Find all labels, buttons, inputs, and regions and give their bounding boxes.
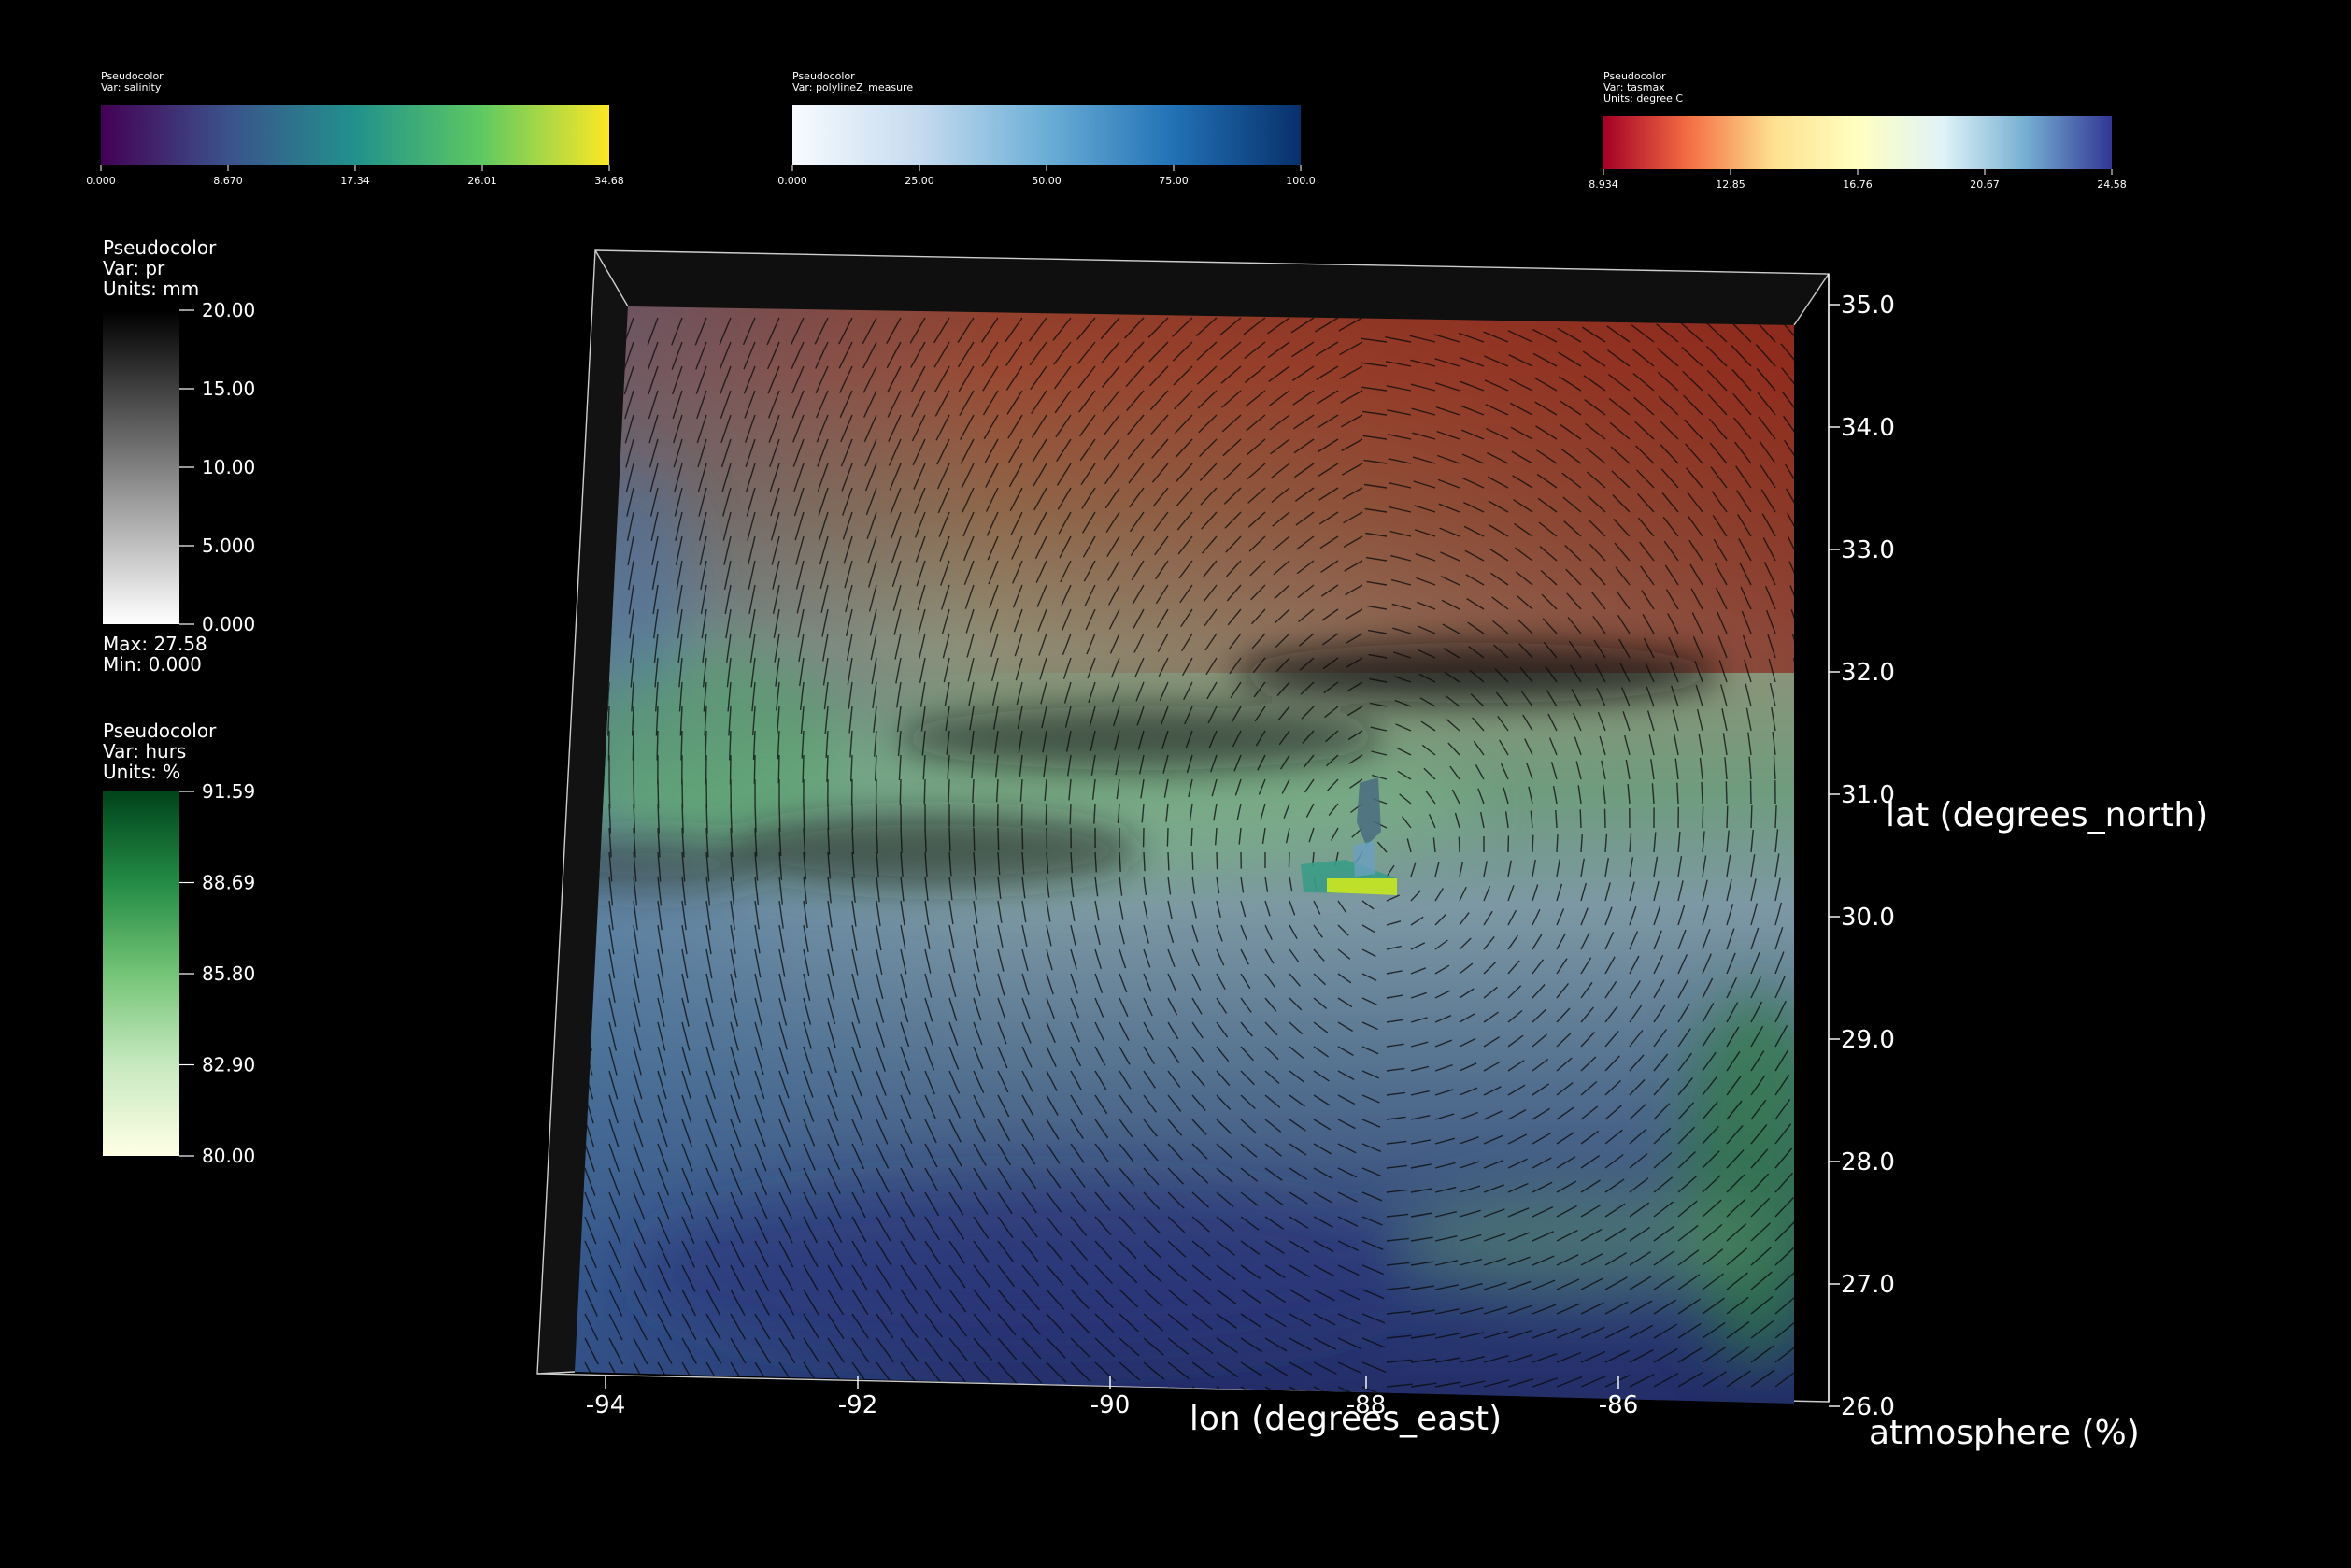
legend-tick-label: 80.00 bbox=[202, 1145, 255, 1167]
x-tick-label: -86 bbox=[1599, 1391, 1638, 1419]
legend-var-line: Var: pr bbox=[103, 257, 165, 279]
x-axis-title: lon (degrees_east) bbox=[1190, 1400, 1502, 1438]
y-tick-label: 31.0 bbox=[1841, 781, 1895, 809]
legend-tick-label: 75.00 bbox=[1159, 175, 1189, 187]
y-tick-label: 35.0 bbox=[1841, 292, 1895, 320]
legend-tick-label: 5.000 bbox=[202, 535, 255, 557]
legend-max-line: Max: 27.58 bbox=[103, 633, 207, 655]
legend-tick-label: 17.34 bbox=[340, 175, 370, 187]
y-tick-label: 27.0 bbox=[1841, 1271, 1895, 1299]
legend-tick-label: 16.76 bbox=[1843, 178, 1873, 191]
legend-tick-label: 0.000 bbox=[777, 175, 807, 187]
legend-tick-label: 34.68 bbox=[594, 175, 624, 187]
legend-units-line: Units: mm bbox=[103, 278, 199, 300]
legend-tick-label: 88.69 bbox=[202, 872, 255, 894]
legend-colorbar bbox=[103, 791, 179, 1156]
legend-tick-label: 82.90 bbox=[202, 1054, 255, 1076]
legend-title: Pseudocolor bbox=[103, 236, 217, 259]
legend-tick-label: 8.670 bbox=[213, 175, 243, 187]
legend-min-line: Min: 0.000 bbox=[103, 653, 202, 676]
x-axis-ticks bbox=[605, 1376, 1619, 1389]
legend-tick-label: 26.01 bbox=[467, 175, 497, 187]
legend-title: Pseudocolor bbox=[101, 70, 164, 82]
legend-units-line: Units: % bbox=[103, 761, 180, 783]
legend-tick-label: 25.00 bbox=[905, 175, 934, 187]
legend-tick-label: 8.934 bbox=[1589, 178, 1618, 191]
y-tick-label: 30.0 bbox=[1841, 904, 1895, 932]
z-axis-title: atmosphere (%) bbox=[1869, 1414, 2140, 1452]
y-axis-title: lat (degrees_north) bbox=[1886, 796, 2208, 834]
legend-tick-label: 10.00 bbox=[202, 456, 255, 478]
x-tick-label: -88 bbox=[1346, 1391, 1386, 1419]
x-tick-label: -90 bbox=[1090, 1391, 1130, 1419]
legend-tick-label: 24.58 bbox=[2097, 178, 2127, 191]
x-tick-label: -94 bbox=[586, 1391, 625, 1419]
legend-colorbar bbox=[101, 105, 609, 165]
y-axis-labels: 35.0 34.0 33.0 32.0 31.0 30.0 29.0 28.0 27.0 26.0 bbox=[1841, 292, 1895, 1421]
legend-title: Pseudocolor bbox=[792, 70, 855, 82]
legend-var-line: Var: salinity bbox=[101, 81, 162, 93]
legend-var-line: Var: tasmax bbox=[1603, 81, 1665, 93]
y-tick-label: 33.0 bbox=[1841, 536, 1895, 564]
y-axis-ticks bbox=[1829, 304, 1840, 1407]
pseudocolor-field bbox=[575, 306, 1794, 1404]
legend-var-line: Var: polylineZ_measure bbox=[792, 81, 913, 93]
y-tick-label: 26.0 bbox=[1841, 1393, 1895, 1421]
legend-tick-label: 85.80 bbox=[202, 962, 255, 985]
legend-tick-label: 15.00 bbox=[202, 378, 255, 400]
legend-tick-label: 12.85 bbox=[1716, 178, 1745, 191]
legend-tick-label: 100.0 bbox=[1286, 175, 1316, 187]
y-tick-label: 28.0 bbox=[1841, 1148, 1895, 1176]
legend-colorbar bbox=[792, 105, 1301, 165]
legend-tick-label: 20.67 bbox=[1970, 178, 2000, 191]
legend-var-line: Var: hurs bbox=[103, 740, 186, 763]
legend-tick-label: 20.00 bbox=[202, 299, 255, 321]
legend-tick-label: 0.000 bbox=[86, 175, 116, 187]
legend-units-line: Units: degree C bbox=[1603, 93, 1683, 105]
y-tick-label: 29.0 bbox=[1841, 1026, 1895, 1054]
y-tick-label: 34.0 bbox=[1841, 414, 1895, 442]
legend-colorbar bbox=[1603, 116, 2112, 169]
x-tick-label: -92 bbox=[838, 1391, 877, 1419]
y-tick-label: 32.0 bbox=[1841, 659, 1895, 687]
legend-tick-label: 91.59 bbox=[202, 780, 255, 803]
legend-title: Pseudocolor bbox=[1603, 70, 1666, 82]
legend-tick-label: 50.00 bbox=[1032, 175, 1062, 187]
legend-colorbar bbox=[103, 310, 179, 624]
bounding-box-walls bbox=[537, 250, 1829, 1374]
x-axis-labels: -94 -92 -90 -88 -86 bbox=[586, 1391, 1638, 1419]
legend-title: Pseudocolor bbox=[103, 720, 217, 742]
legend-tick-label: 0.000 bbox=[202, 613, 255, 635]
salinity-glyphs bbox=[1301, 777, 1397, 895]
